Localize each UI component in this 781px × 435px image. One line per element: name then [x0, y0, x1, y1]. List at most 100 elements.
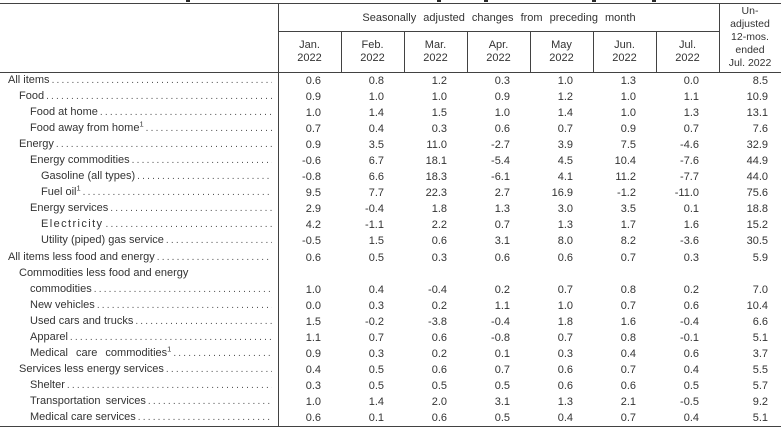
row-label: Fuel oil1 — [41, 184, 81, 199]
table-row: Transportation services 1.0 1.4 2.0 3.1 1.3 2… — [0, 394, 781, 410]
value-cell: -0.4 — [428, 283, 447, 296]
col-header-unadjusted-12mo: Un- adjusted 12-mos. ended Jul. 2022 — [719, 5, 781, 72]
row-label-line: Energy commodities — [0, 152, 272, 169]
value-cell: 0.2 — [431, 347, 447, 360]
value-cell: 1.0 — [557, 75, 573, 87]
value-cell: 0.3 — [557, 347, 573, 360]
value-cell: 0.4 — [683, 411, 699, 424]
value-cell: 0.1 — [494, 347, 510, 360]
value-cell: 8.2 — [620, 235, 636, 248]
value-cell: 5.5 — [752, 363, 768, 376]
row-label-line: New vehicles — [0, 297, 272, 314]
unadjusted-line: adjusted — [730, 18, 770, 30]
value-cell: 0.9 — [620, 123, 636, 136]
month-abbrev: Jan. — [299, 39, 320, 51]
value-cell: 1.3 — [557, 395, 573, 408]
dot-leader — [157, 249, 272, 266]
table-row: Fuel oil1 9.5 7.7 22.3 2.7 16.9 -1.2 -11.0 75.6 — [0, 184, 781, 201]
value-cell: 4.1 — [557, 171, 573, 184]
value-cell: 0.8 — [620, 283, 636, 296]
value-cell: 1.2 — [431, 75, 447, 87]
value-cell: 1.6 — [620, 315, 636, 328]
value-cell: 1.0 — [431, 91, 447, 104]
value-cell: 0.6 — [305, 411, 321, 424]
cutoff-title-descender — [186, 0, 190, 2]
value-cell: 10.4 — [614, 155, 636, 168]
value-cell: 0.8 — [620, 331, 636, 344]
table-row: Utility (piped) gas service -0.5 1.5 0.6 3.… — [0, 233, 781, 249]
dot-leader — [46, 88, 272, 105]
month-abbrev: Jul. — [678, 39, 697, 51]
value-cell: 0.7 — [305, 123, 321, 136]
dot-leader — [97, 297, 272, 314]
value-cell: 1.0 — [368, 91, 384, 104]
value-cell: 0.9 — [305, 91, 321, 104]
value-cell: 0.4 — [368, 123, 384, 136]
value-cell: 1.5 — [431, 107, 447, 120]
value-cell: 3.0 — [557, 203, 573, 216]
value-cell: 2.2 — [431, 219, 447, 232]
value-cell: 0.6 — [305, 75, 321, 87]
month-year: 2022 — [486, 52, 511, 64]
table-row: All items less food and energy 0.6 0.5 0.3… — [0, 250, 781, 266]
value-cell: 0.7 — [557, 123, 573, 136]
row-label-line: Shelter — [0, 377, 272, 394]
row-stub: All items less food and energy — [0, 249, 278, 266]
value-cell: -4.6 — [680, 139, 699, 152]
dot-leader — [146, 120, 272, 137]
value-cell: 0.7 — [557, 283, 573, 296]
row-label-line: commodities — [0, 281, 272, 298]
table-row: Food away from home1 0.7 0.4 0.3 0.6 0.7 0.9 0… — [0, 120, 781, 137]
value-cell: 1.7 — [620, 219, 636, 232]
row-label: Food — [19, 90, 45, 103]
table-row: Electricity 4.2 -1.1 2.2 0.7 1.3 1.7 1.6 15.2 — [0, 217, 781, 233]
table-row: Food 0.9 1.0 1.0 0.9 1.2 1.0 1.1 10.9 — [0, 89, 781, 105]
value-cell: 0.1 — [683, 203, 699, 216]
dot-leader — [138, 409, 272, 426]
value-cell: 6.7 — [368, 155, 384, 168]
table-row: Commodities less food and energy commodi… — [0, 266, 781, 298]
value-cell: 0.7 — [494, 219, 510, 232]
value-cell: 0.5 — [368, 363, 384, 376]
cutoff-title-descender — [484, 0, 488, 2]
row-stub: New vehicles — [0, 297, 278, 314]
unadjusted-column-rule — [719, 3, 720, 72]
value-cell: -1.2 — [617, 187, 636, 200]
row-label: All items less food and energy — [8, 250, 155, 263]
row-stub: Apparel — [0, 329, 278, 346]
value-cell: 10.9 — [746, 91, 768, 104]
value-cell: 0.5 — [683, 379, 699, 392]
row-label-line: Medical care commodities1 — [0, 345, 272, 362]
row-label-line: Services less energy services — [0, 361, 272, 378]
footnote-marker: 1 — [167, 344, 172, 354]
value-cell: 1.1 — [494, 299, 510, 312]
value-cell: -3.6 — [680, 235, 699, 248]
table-row: Used cars and trucks 1.5 -0.2 -3.8 -0.4 1.8 1… — [0, 314, 781, 330]
value-cell: -0.8 — [491, 331, 510, 344]
value-cell: 1.8 — [557, 315, 573, 328]
column-separator — [593, 31, 594, 72]
table-row: Apparel 1.1 0.7 0.6 -0.8 0.7 0.8 -0.1 5.1 — [0, 330, 781, 346]
value-cell: -0.4 — [491, 315, 510, 328]
table-row: Shelter 0.3 0.5 0.5 0.5 0.6 0.6 0.5 5.7 — [0, 378, 781, 394]
dot-leader — [166, 361, 272, 378]
value-cell: -0.4 — [680, 315, 699, 328]
row-stub: Energy commodities — [0, 152, 278, 169]
table-row: Food at home 1.0 1.4 1.5 1.0 1.4 1.0 1.3 13.1 — [0, 105, 781, 121]
dot-leader — [52, 72, 272, 89]
value-cell: -1.1 — [365, 219, 384, 232]
value-cell: 0.0 — [305, 299, 321, 312]
value-cell: 1.3 — [557, 219, 573, 232]
value-cell: -6.1 — [491, 171, 510, 184]
value-cell: 3.5 — [620, 203, 636, 216]
dot-leader — [67, 377, 272, 394]
value-cell: 6.6 — [368, 171, 384, 184]
value-cell: -0.4 — [365, 203, 384, 216]
table-row: Energy services 2.9 -0.4 1.8 1.3 3.0 3.5 0.1 18… — [0, 201, 781, 217]
value-cell: 0.3 — [683, 251, 699, 264]
row-label-line: All items — [0, 72, 272, 89]
row-label-line: Used cars and trucks — [0, 313, 272, 330]
row-stub: Commodities less food and energy commodi… — [0, 265, 278, 298]
value-cell: 0.2 — [494, 283, 510, 296]
row-stub: All items — [0, 72, 278, 89]
